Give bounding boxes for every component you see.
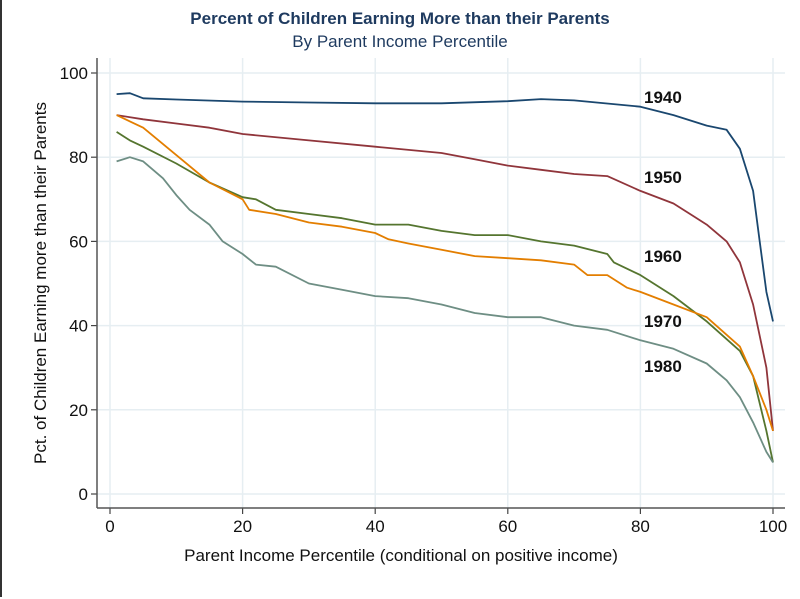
x-tick-label: 80 bbox=[631, 517, 650, 536]
x-tick-label: 20 bbox=[233, 517, 252, 536]
gridlines bbox=[97, 58, 785, 508]
series-line-1980 bbox=[116, 156, 774, 463]
y-tick-label: 40 bbox=[69, 317, 88, 336]
axes: 0 20 40 60 80 100 0 20 40 60 80 100 bbox=[60, 58, 787, 536]
y-tick-label: 20 bbox=[69, 401, 88, 420]
series-labels: 1940 1950 1960 1970 1980 bbox=[644, 88, 682, 376]
x-tick-label: 40 bbox=[366, 517, 385, 536]
chart-subtitle: By Parent Income Percentile bbox=[292, 32, 508, 51]
x-tick-label: 100 bbox=[759, 517, 787, 536]
x-tick-label: 0 bbox=[105, 517, 114, 536]
chart-title: Percent of Children Earning More than th… bbox=[190, 9, 610, 28]
series-line-1950 bbox=[116, 114, 774, 431]
series-label-1940: 1940 bbox=[644, 88, 682, 107]
y-tick-label: 0 bbox=[79, 485, 88, 504]
series-lines bbox=[116, 92, 774, 463]
series-label-1960: 1960 bbox=[644, 247, 682, 266]
y-axis-label: Pct. of Children Earning more than their… bbox=[31, 102, 50, 464]
series-label-1980: 1980 bbox=[644, 357, 682, 376]
y-tick-label: 80 bbox=[69, 148, 88, 167]
y-tick-label: 60 bbox=[69, 232, 88, 251]
series-line-1970 bbox=[116, 114, 774, 432]
series-label-1970: 1970 bbox=[644, 312, 682, 331]
series-line-1940 bbox=[116, 92, 774, 322]
series-label-1950: 1950 bbox=[644, 168, 682, 187]
y-tick-label: 100 bbox=[60, 64, 88, 83]
x-axis-label: Parent Income Percentile (conditional on… bbox=[184, 546, 618, 565]
x-tick-label: 60 bbox=[498, 517, 517, 536]
